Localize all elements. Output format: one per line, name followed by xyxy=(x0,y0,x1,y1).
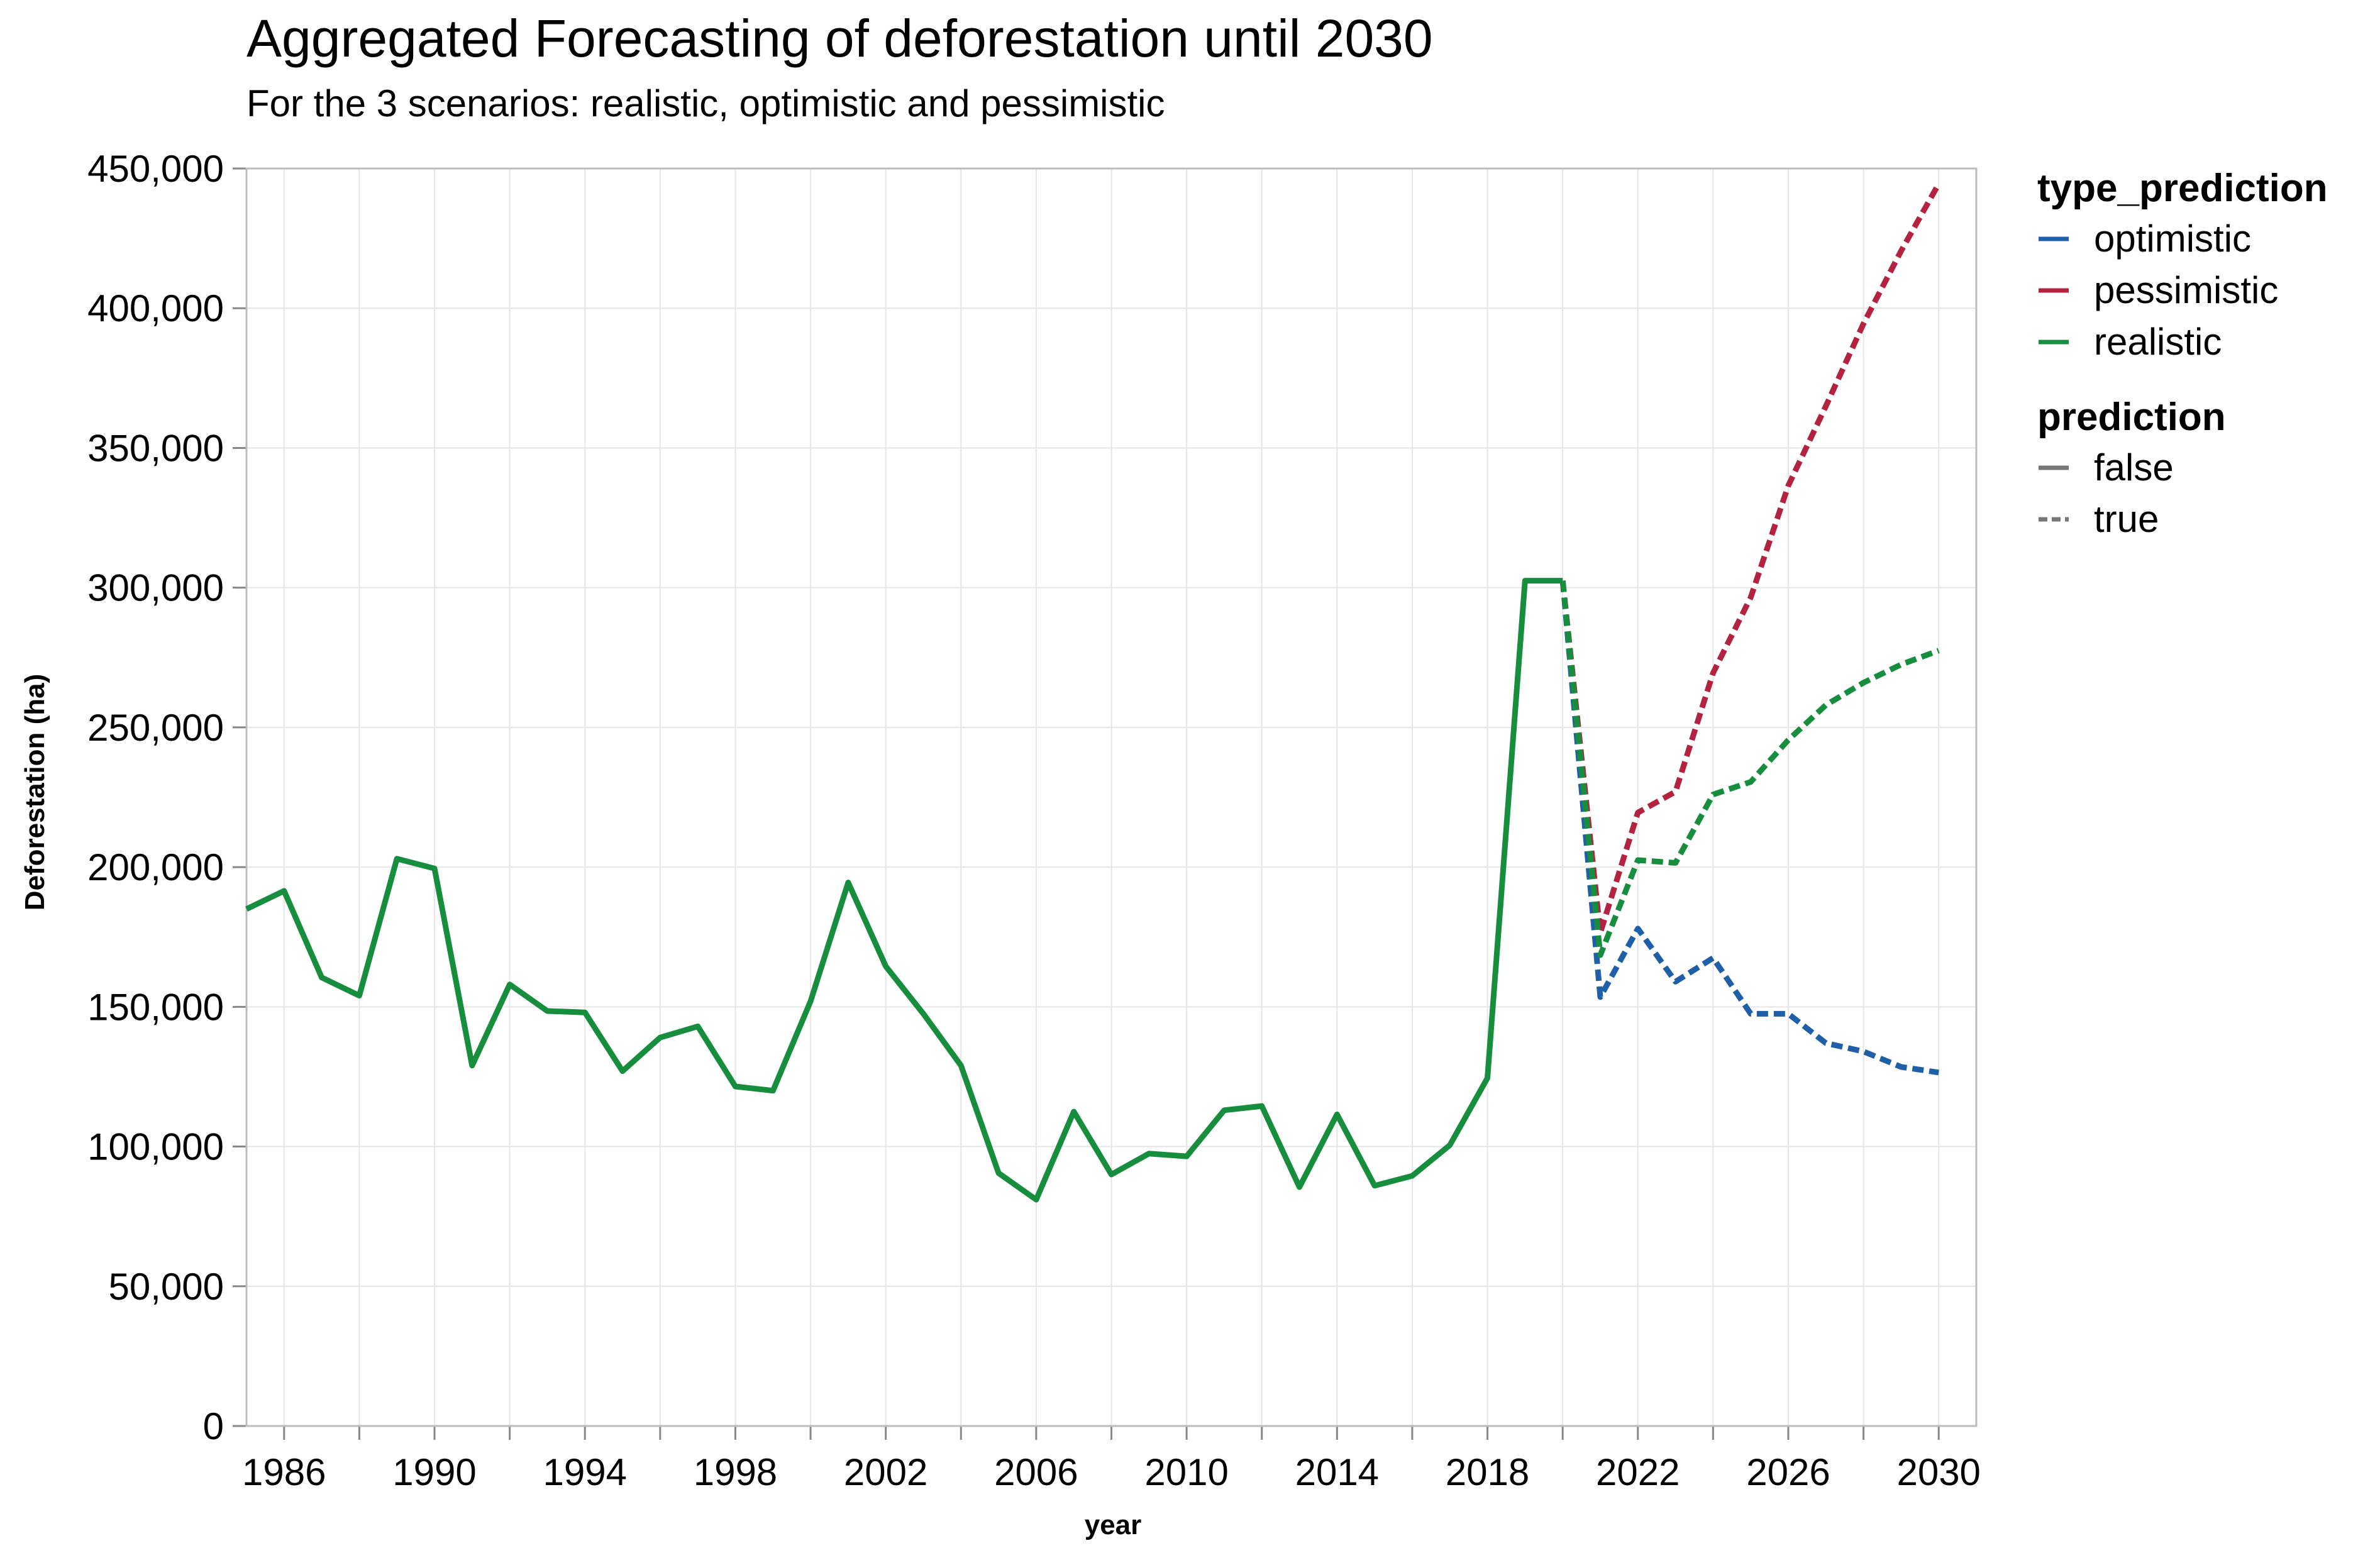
y-tick-label: 0 xyxy=(203,1405,224,1447)
series-line-realistic-observed xyxy=(245,578,1563,1203)
y-axis-title: Deforestation (ha) xyxy=(19,674,50,910)
x-tick-label: 1998 xyxy=(694,1451,777,1493)
y-tick-label: 300,000 xyxy=(87,567,224,609)
x-tick-label: 2010 xyxy=(1144,1451,1228,1493)
x-tick-label: 1994 xyxy=(543,1451,626,1493)
legend-label: false xyxy=(2094,446,2174,489)
x-tick-label: 2030 xyxy=(1896,1451,1980,1493)
x-tick-label: 2002 xyxy=(844,1451,927,1493)
x-tick-label: 2014 xyxy=(1295,1451,1379,1493)
series-line-realistic-predicted xyxy=(1559,580,1940,958)
x-tick-label: 2018 xyxy=(1446,1451,1529,1493)
series-lines xyxy=(245,182,1942,1203)
x-tick-label: 1986 xyxy=(242,1451,326,1493)
x-tick-label: 2026 xyxy=(1746,1451,1830,1493)
legend-title: prediction xyxy=(2037,395,2226,439)
legend-label: optimistic xyxy=(2094,218,2251,260)
y-tick-label: 200,000 xyxy=(87,846,224,888)
legend: type_prediction optimistic pessimistic real… xyxy=(2037,167,2328,540)
y-tick-label: 250,000 xyxy=(87,707,224,749)
x-tick-label: 2022 xyxy=(1596,1451,1680,1493)
plot-frame xyxy=(245,167,1978,1427)
axes: 0 50,000 100,000 150,000 200,000 250,000 300,0… xyxy=(87,148,1981,1493)
x-tick-label: 2006 xyxy=(994,1451,1078,1493)
legend-label: realistic xyxy=(2094,321,2222,363)
chart-title: Aggregated Forecasting of deforestation … xyxy=(246,9,1433,68)
x-axis-title: year xyxy=(1085,1510,1142,1540)
series-line-optimistic-predicted xyxy=(1559,580,1939,1076)
y-tick-label: 50,000 xyxy=(108,1266,224,1308)
y-tick-label: 450,000 xyxy=(87,148,224,190)
legend-label: pessimistic xyxy=(2094,269,2278,311)
y-tick-label: 350,000 xyxy=(87,427,224,469)
y-tick-label: 400,000 xyxy=(87,287,224,329)
y-tick-label: 150,000 xyxy=(87,986,224,1028)
legend-title: type_prediction xyxy=(2037,167,2328,210)
x-tick-label: 1990 xyxy=(392,1451,476,1493)
y-tick-label: 100,000 xyxy=(87,1126,224,1168)
chart-subtitle: For the 3 scenarios: realistic, optimist… xyxy=(246,82,1165,124)
series-line-pessimistic-predicted xyxy=(1559,182,1942,936)
legend-label: true xyxy=(2094,498,2159,540)
grid-lines xyxy=(246,168,1976,1427)
